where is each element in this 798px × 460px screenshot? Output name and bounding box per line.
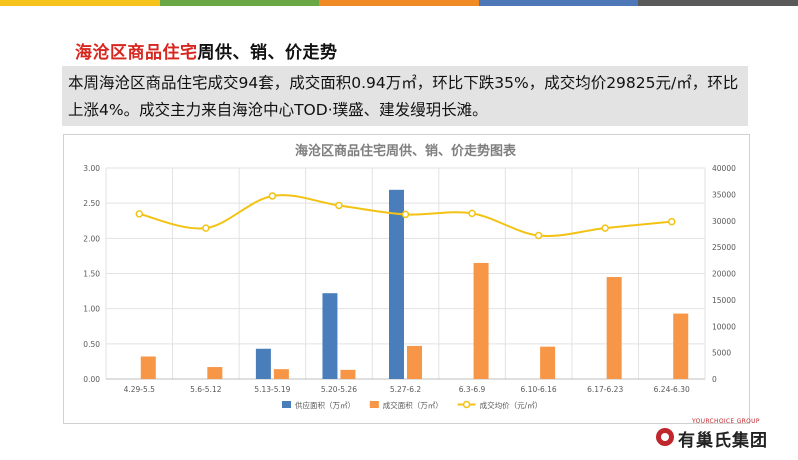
combo-chart: 海沧区商品住宅周供、销、价走势图表 0.00 0.50 1.00 1.50 2.00 2.5…	[83, 143, 736, 410]
y-left-tick-label: 1.00	[83, 305, 100, 314]
price-point	[135, 210, 144, 218]
bar-deal	[207, 367, 223, 379]
legend-label: 成交均价（元/㎡）	[480, 400, 543, 410]
chart-container: 海沧区商品住宅周供、销、价走势图表 0.00 0.50 1.00 1.50 2.00 2.5…	[63, 134, 750, 424]
logo-text: 有巢氏集团	[678, 431, 768, 451]
x-tick-label: 6.3-6.9	[459, 385, 486, 394]
legend-label: 成交面积（万㎡）	[383, 400, 443, 410]
slide-title: 海沧区商品住宅周供、销、价走势	[75, 38, 338, 63]
bar-supply	[255, 348, 271, 379]
topbar-seg-4	[478, 0, 639, 6]
chart-title: 海沧区商品住宅周供、销、价走势图表	[295, 143, 517, 159]
x-tick-label: 4.29-5.5	[124, 385, 156, 394]
x-tick-label: 5.20-5.26	[321, 385, 357, 394]
price-point	[202, 224, 210, 232]
y-left-tick-label: 2.50	[83, 199, 100, 208]
bar-deal	[407, 345, 422, 379]
bar-deal	[673, 313, 689, 379]
price-point	[534, 231, 543, 240]
company-logo: YOURCHOICE GROUP 有巢氏集团	[652, 418, 772, 452]
legend-swatch	[369, 401, 379, 408]
x-tick-label: 6.17-6.23	[587, 385, 623, 394]
y-left-tick-label: 3.00	[83, 164, 100, 173]
logo-english: YOURCHOICE GROUP	[692, 418, 760, 425]
y-left-tick-label: 0.50	[83, 340, 100, 349]
y-right-tick-label: 5000	[712, 349, 731, 358]
topbar-seg-5	[638, 0, 798, 6]
slide-title-rest: 周供、销、价走势	[197, 43, 338, 63]
legend-swatch	[282, 401, 291, 408]
summary-text: 本周海沧区商品住宅成交94套，成交面积0.94万㎡，环比下跌35%，成交均价29…	[62, 66, 748, 126]
slide-title-highlight: 海沧区商品住宅	[75, 43, 198, 63]
price-point	[335, 201, 343, 210]
y-left-tick-label: 0.00	[83, 375, 100, 384]
topbar-seg-1	[0, 0, 160, 6]
x-tick-label: 5.27-6.2	[390, 385, 422, 394]
y-right-tick-label: 0	[712, 375, 717, 384]
top-color-bar	[0, 0, 798, 6]
bar-supply	[322, 293, 338, 379]
bar-deal	[340, 369, 356, 379]
x-tick-label: 6.10-6.16	[521, 385, 557, 394]
x-tick-label: 5.13-5.19	[254, 385, 290, 394]
bar-deal	[140, 356, 156, 379]
topbar-seg-3	[319, 0, 479, 6]
bar-deal	[473, 262, 489, 379]
legend-label: 供应面积（万㎡）	[295, 400, 355, 410]
y-right-tick-label: 25000	[712, 243, 736, 252]
price-point	[268, 192, 277, 200]
y-right-tick-label: 20000	[712, 270, 736, 279]
bar-supply	[389, 189, 404, 379]
y-right-tick-label: 40000	[712, 164, 736, 173]
x-tick-label: 6.24-6.30	[654, 385, 690, 394]
bar-deal	[540, 346, 556, 379]
price-point	[601, 224, 609, 232]
topbar-seg-2	[159, 0, 320, 6]
y-right-tick-label: 35000	[712, 190, 736, 199]
y-right-tick-label: 10000	[712, 322, 736, 331]
y-left-tick-label: 1.50	[83, 270, 100, 279]
price-point	[468, 209, 476, 218]
bar-deal	[606, 277, 622, 379]
logo-emblem-icon	[656, 428, 674, 446]
legend-swatch-marker	[462, 400, 471, 409]
price-point	[667, 217, 676, 226]
y-right-tick-label: 30000	[712, 217, 736, 226]
x-tick-label: 5.6-5.12	[190, 385, 222, 394]
y-left-tick-label: 2.00	[83, 234, 100, 243]
y-right-tick-label: 15000	[712, 296, 736, 305]
price-point	[401, 210, 410, 219]
bar-deal	[273, 369, 289, 379]
